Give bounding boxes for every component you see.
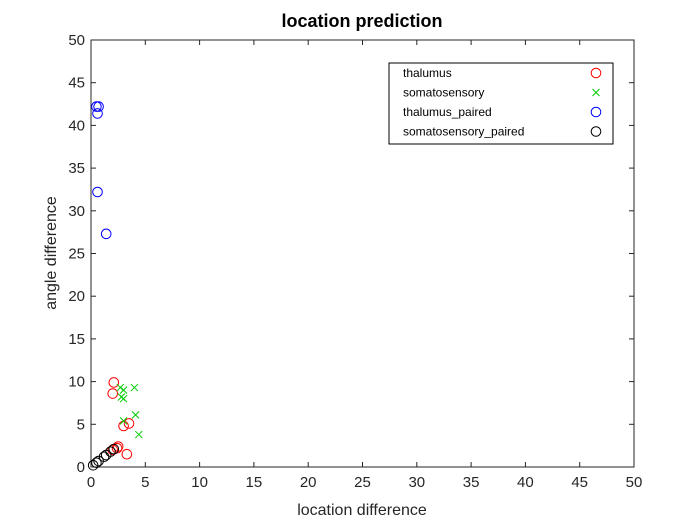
data-point [105,446,116,457]
legend-marker [592,88,600,97]
y-tick-label: 15 [68,331,85,348]
data-point [107,444,119,456]
axis-ticks: 0 5 10 15 20 25 30 35 40 45 50 0 5 10 15 20 25 30 35 40 45 50 [68,32,642,491]
x-tick-label: 35 [463,474,480,491]
y-tick-label: 0 [77,459,85,476]
x-tick-label: 40 [517,474,534,491]
y-tick-label: 5 [77,416,85,433]
y-tick-label: 10 [68,374,85,391]
data-point [98,451,110,463]
data-point [121,448,133,460]
y-tick-label: 25 [68,246,85,263]
x-tick-label: 30 [408,474,425,491]
x-tick-label: 20 [300,474,317,491]
x-tick-label: 25 [354,474,371,491]
data-point [134,430,143,439]
legend-marker [590,126,602,137]
y-tick-label: 40 [68,117,85,134]
data-points [87,101,143,471]
data-point [92,186,103,198]
y-tick-label: 35 [68,160,85,177]
data-point [119,386,128,394]
legend-label: thalumus [403,66,452,80]
series-somatosensory [116,383,143,439]
data-point [108,443,120,455]
x-tick-label: 5 [141,474,149,491]
legend-box [388,62,614,145]
y-tick-label: 30 [68,203,85,220]
legend-marker [590,106,602,118]
x-axis-title: location difference [297,502,427,519]
chart-title: location prediction [281,11,442,31]
data-point [91,457,102,469]
y-tick-label: 50 [68,32,85,49]
legend-label: somatosensory_paired [403,125,524,139]
data-point [123,418,135,429]
x-tick-label: 15 [246,474,263,491]
data-point [119,417,128,425]
data-point [100,228,112,240]
data-point [131,411,140,419]
data-point [107,388,119,399]
legend-label: thalumus_paired [403,105,492,119]
series-thalumus-paired [91,101,112,240]
x-tick-label: 50 [626,474,643,491]
legend-label: somatosensory [403,86,484,100]
y-axis-title: angle difference [43,196,60,310]
data-point [130,383,139,392]
legend: thalumus somatosensory thalumus_pairedsoma… [388,62,614,145]
data-point [93,101,104,112]
y-tick-label: 20 [68,288,85,305]
legend-marker [590,67,602,79]
y-tick-label: 45 [68,75,85,92]
x-tick-label: 45 [571,474,588,491]
data-point [108,377,120,388]
x-tick-label: 0 [87,474,95,491]
data-point [92,108,103,119]
x-tick-label: 10 [191,474,208,491]
series-somatosensory-paired [87,443,120,471]
data-point [119,394,128,403]
